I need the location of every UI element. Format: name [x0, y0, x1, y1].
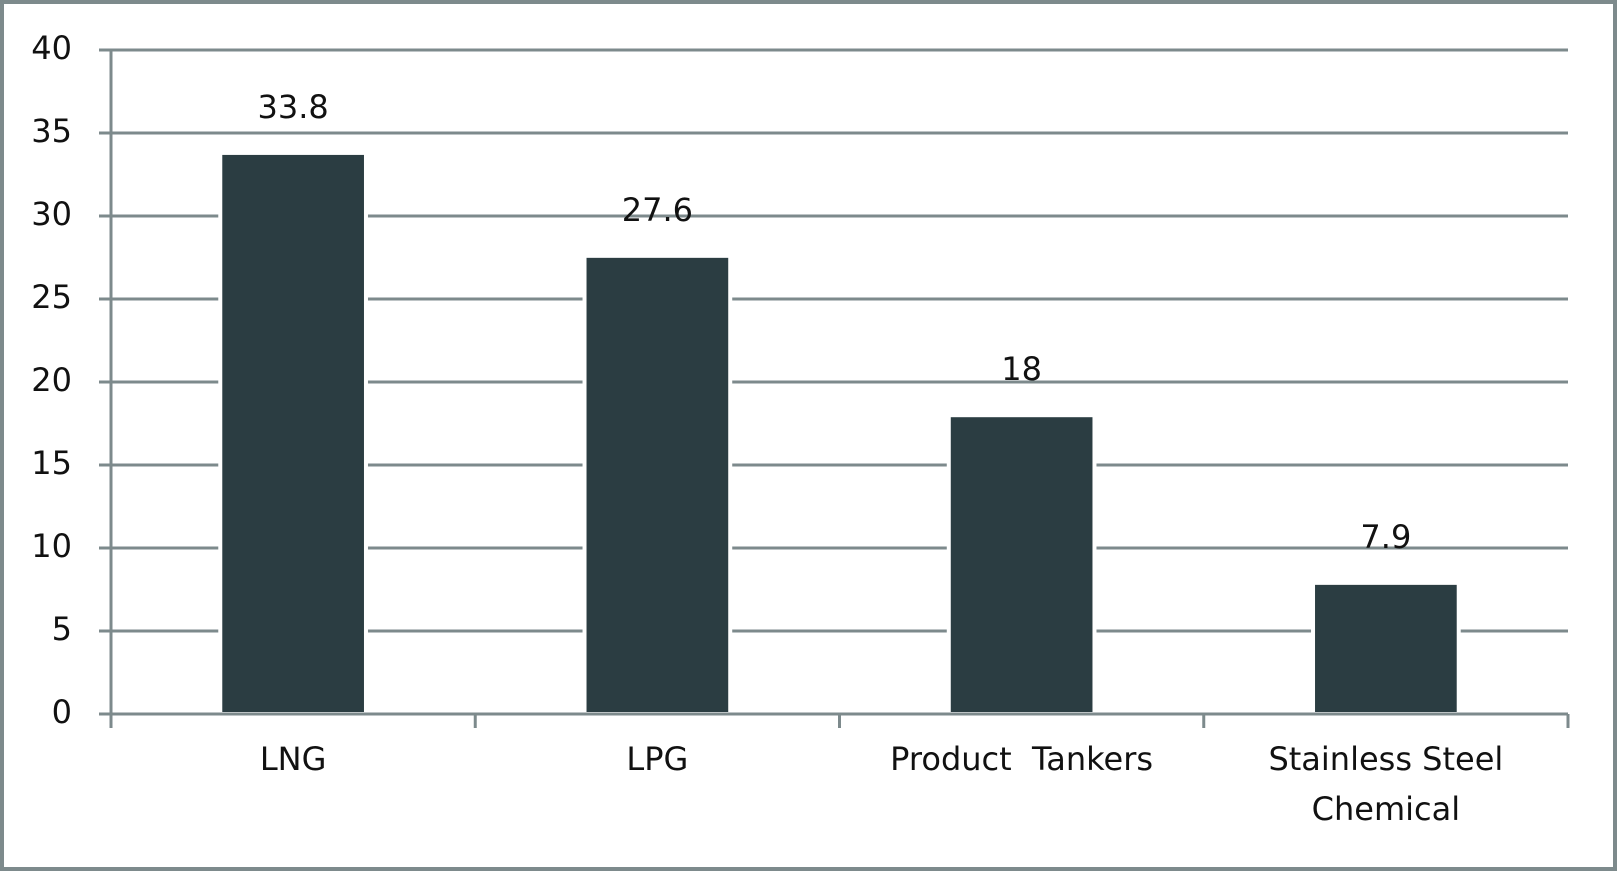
x-tick-label: Product Tankers [890, 740, 1154, 778]
bar [218, 150, 368, 717]
y-tick-label: 10 [31, 527, 72, 565]
value-label: 18 [1001, 350, 1042, 388]
bar [946, 413, 1097, 716]
y-tick-label: 0 [52, 693, 72, 731]
bar [1311, 580, 1461, 716]
y-tick-label: 15 [31, 444, 72, 482]
y-tick-label: 20 [31, 361, 72, 399]
x-tick-label: LNG [259, 740, 327, 778]
bar [582, 253, 733, 716]
x-tick-label: Stainless Steel Chemical [1268, 740, 1514, 828]
value-label: 7.9 [1360, 518, 1411, 556]
y-tick-label: 25 [31, 278, 72, 316]
y-tick-label: 35 [31, 112, 72, 150]
x-tick-label: LPG [626, 740, 689, 778]
value-label: 33.8 [258, 88, 329, 126]
y-tick-label: 5 [52, 610, 72, 648]
y-tick-label: 40 [31, 29, 72, 67]
y-tick-label: 30 [31, 195, 72, 233]
value-label: 27.6 [622, 191, 693, 229]
